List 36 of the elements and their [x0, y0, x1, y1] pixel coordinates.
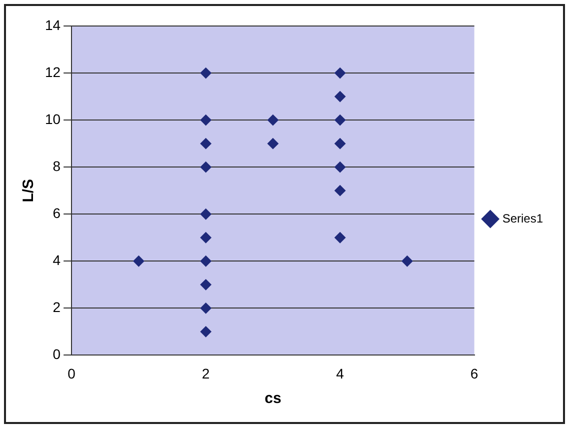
y-tick-label: 8	[52, 158, 61, 174]
point	[200, 302, 212, 314]
y-tick-label: 2	[52, 299, 61, 316]
y-axis-title: L/S	[20, 178, 38, 202]
y-tick-label: 14	[44, 16, 61, 33]
point	[200, 114, 212, 126]
legend-label: Series1	[502, 211, 544, 226]
point	[334, 114, 346, 126]
point	[334, 91, 346, 102]
point	[200, 138, 212, 150]
x-tick-label: 4	[336, 365, 344, 382]
x-tick-label: 2	[202, 365, 210, 382]
point	[133, 256, 144, 267]
point	[402, 256, 413, 267]
point	[200, 232, 212, 244]
point	[200, 279, 212, 290]
y-tick-label: 12	[44, 64, 61, 80]
point	[334, 185, 346, 196]
x-axis-title: cs	[264, 390, 282, 408]
x-tick-label: 6	[470, 365, 478, 382]
point	[334, 232, 346, 244]
x-tick-label: 0	[68, 365, 76, 382]
point	[334, 138, 346, 150]
point	[200, 162, 212, 173]
y-tick-label: 0	[52, 346, 61, 362]
y-tick-label: 4	[52, 252, 61, 268]
y-tick-label: 10	[44, 110, 61, 127]
y-tick-label: 6	[52, 204, 61, 221]
point	[200, 256, 212, 267]
point	[334, 68, 346, 79]
point	[267, 138, 278, 150]
point	[267, 114, 278, 126]
point	[200, 68, 212, 79]
point	[200, 326, 212, 338]
point	[334, 162, 346, 173]
point	[200, 208, 212, 220]
